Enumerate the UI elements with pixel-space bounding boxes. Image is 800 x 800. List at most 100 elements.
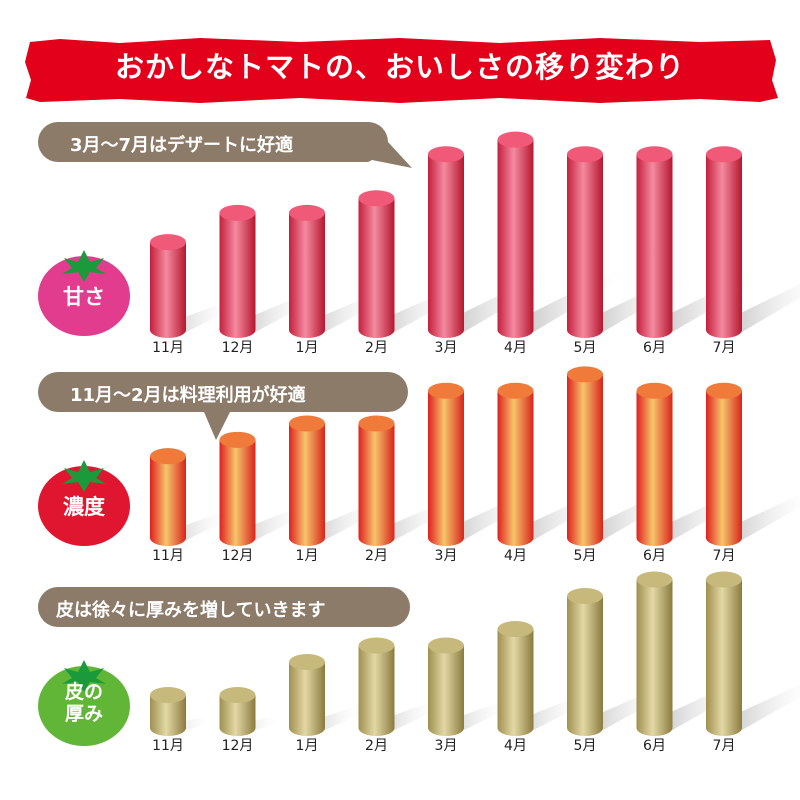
badge-label-sweet: 甘さ	[63, 285, 105, 309]
tick-label: 5月	[574, 340, 597, 356]
tick-label: 7月	[713, 340, 736, 356]
tick-label: 6月	[643, 340, 666, 356]
badge-sweet	[38, 250, 130, 336]
bar-rich-5	[497, 390, 534, 546]
bar-skin-6	[567, 596, 603, 736]
tick-label: 4月	[504, 340, 527, 356]
tick-label: 12月	[222, 340, 254, 356]
bar-rich-6	[567, 374, 603, 546]
bar-rich-4	[428, 390, 464, 546]
page-title: おかしなトマトの、おいしさの移り変わり	[114, 50, 685, 84]
tick-label: 3月	[435, 340, 458, 356]
tick-label: 3月	[435, 548, 458, 564]
tick-label: 5月	[574, 738, 597, 754]
bar-sweet-2	[289, 212, 325, 338]
badge-rich	[38, 460, 130, 546]
bar-cap	[636, 382, 673, 399]
bar-cap	[289, 415, 325, 432]
bar-rich-1	[219, 439, 256, 546]
bar-cap	[428, 382, 464, 399]
bar-cap	[636, 146, 673, 163]
bar-cap	[567, 366, 603, 383]
bar-rich-7	[636, 390, 673, 546]
bar-cap	[428, 146, 464, 163]
tick-label: 2月	[365, 548, 388, 564]
bar-cap	[497, 621, 534, 637]
bar-sweet-3	[358, 198, 395, 338]
tick-label: 4月	[504, 548, 527, 564]
callout-bubble-rich	[38, 372, 408, 440]
tick-label: 1月	[296, 738, 319, 754]
bar-cap	[150, 687, 186, 703]
bar-skin-8	[706, 579, 742, 736]
bar-skin-0	[150, 695, 186, 736]
tick-label: 1月	[296, 340, 319, 356]
bar-cap	[219, 431, 256, 448]
callout-bubble-skin	[38, 587, 410, 627]
tick-label: 11月	[152, 738, 184, 754]
badge-skin	[38, 660, 130, 746]
bar-cap	[497, 131, 534, 148]
title-banner	[25, 38, 778, 103]
bar-cap	[428, 637, 464, 654]
bar-sweet-8	[706, 154, 742, 338]
bar-cap	[219, 204, 256, 221]
callout-text-sweet: 3月～7月はデザートに好適	[70, 135, 294, 156]
tick-label: 3月	[435, 738, 458, 754]
callout-bubble-sweet	[38, 122, 412, 168]
bar-cap	[636, 571, 673, 588]
bar-rich-3	[358, 423, 395, 546]
bar-rich-2	[289, 423, 325, 546]
bar-skin-5	[497, 629, 534, 736]
panel-sweet: 11月 12月 1月 2月 3月 4月 5月 6月 7月	[150, 131, 800, 356]
tick-label: 1月	[296, 548, 319, 564]
tick-label: 2月	[365, 340, 388, 356]
bar-sweet-5	[497, 139, 534, 338]
bar-skin-2	[289, 662, 325, 736]
leaf-icon	[62, 250, 106, 282]
leaf-icon	[62, 660, 106, 692]
bar-skin-4	[428, 645, 464, 736]
bar-rich-0	[150, 456, 186, 546]
bar-cap	[150, 448, 186, 465]
tick-label: 11月	[152, 340, 184, 356]
bar-cap	[358, 190, 395, 207]
badge-label-rich: 濃度	[63, 495, 105, 519]
badge-label-skin: 皮の 厚み	[64, 681, 103, 725]
tick-label: 6月	[643, 548, 666, 564]
panel-skin: 11月 12月 1月 2月 3月 4月 5月 6月 7月	[150, 571, 800, 754]
bar-cap	[358, 637, 395, 654]
bar-cap	[706, 571, 742, 588]
bar-rich-8	[706, 390, 742, 546]
tick-label: 6月	[643, 738, 666, 754]
bar-sweet-0	[150, 242, 186, 338]
bar-cap	[497, 382, 534, 399]
tick-label: 4月	[504, 738, 527, 754]
bar-sweet-6	[567, 154, 603, 338]
tick-label: 7月	[713, 738, 736, 754]
bar-skin-7	[636, 579, 673, 736]
bar-sweet-1	[219, 212, 256, 338]
callout-text-skin: 皮は徐々に厚みを増していきます	[56, 600, 326, 621]
bar-sweet-4	[428, 154, 464, 338]
tick-label: 12月	[222, 738, 254, 754]
callout-text-rich: 11月～2月は料理利用が好適	[70, 385, 306, 406]
bar-skin-1	[219, 695, 256, 736]
bar-skin-3	[358, 645, 395, 736]
bar-cap	[289, 654, 325, 670]
bar-cap	[567, 588, 603, 604]
panel-rich: 11月 12月 1月 2月 3月 4月 5月 6月 7月	[150, 366, 800, 564]
tick-label: 11月	[152, 548, 184, 564]
leaf-icon	[62, 460, 106, 492]
tick-label: 2月	[365, 738, 388, 754]
bar-sweet-7	[636, 154, 673, 338]
bar-cap	[706, 146, 742, 163]
bar-cap	[358, 415, 395, 432]
bar-cap	[289, 204, 325, 221]
bar-cap	[706, 382, 742, 399]
tick-label: 5月	[574, 548, 597, 564]
tick-label: 7月	[713, 548, 736, 564]
bar-cap	[150, 234, 186, 251]
bar-cap	[219, 687, 256, 703]
